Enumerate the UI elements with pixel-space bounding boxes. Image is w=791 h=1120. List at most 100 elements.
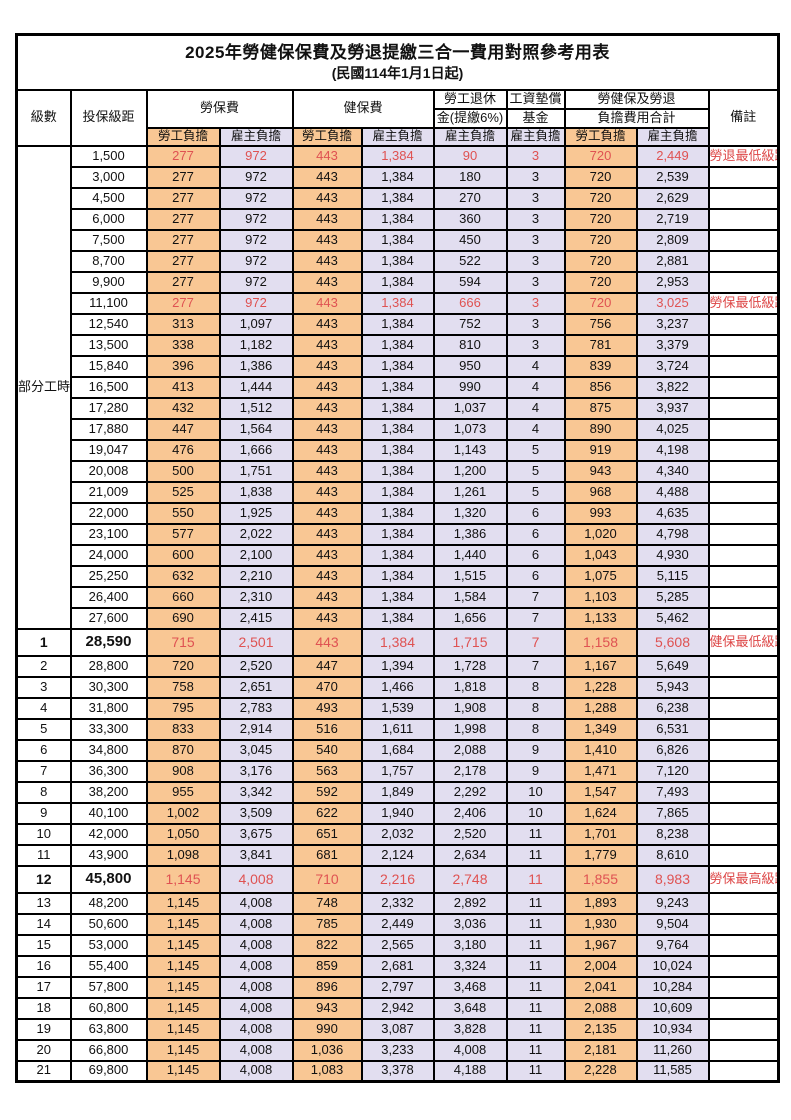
value-cell: 720 [563, 207, 638, 231]
table-row: 26,400 660 2,310 443 1,384 1,584 7 1,103 5,285 [17, 585, 780, 609]
note-cell [707, 165, 780, 189]
table-body: 部分工時1,5002779724431,3849037202,449勞退最低級距… [15, 144, 780, 1083]
value-cell: 5,943 [635, 675, 710, 699]
value-cell: 443 [291, 291, 363, 315]
value-cell: 1,384 [360, 375, 435, 399]
value-cell: 2,210 [218, 564, 294, 588]
value-cell: 592 [291, 780, 363, 804]
value-cell: 443 [291, 459, 363, 483]
value-cell: 1,384 [360, 501, 435, 525]
value-cell: 10 [505, 801, 566, 825]
value-cell: 1,145 [145, 975, 221, 999]
value-cell: 2,797 [360, 975, 435, 999]
note-cell [707, 933, 780, 957]
value-cell: 277 [145, 165, 221, 189]
value-cell: 9,243 [635, 891, 710, 915]
value-cell: 11 [505, 933, 566, 957]
value-cell: 5,115 [635, 564, 710, 588]
value-cell: 2,565 [360, 933, 435, 957]
subheader-labor-employer: 雇主負擔 [218, 126, 294, 147]
salary-bracket-cell: 50,600 [69, 912, 148, 936]
value-cell: 1,145 [145, 1059, 221, 1083]
value-cell: 4,008 [218, 891, 294, 915]
value-cell: 690 [145, 606, 221, 630]
value-cell: 752 [432, 312, 508, 336]
value-cell: 277 [145, 144, 221, 168]
value-cell: 1,133 [563, 606, 638, 630]
salary-bracket-cell: 53,000 [69, 933, 148, 957]
value-cell: 277 [145, 207, 221, 231]
table-row: 17 57,800 1,145 4,008 896 2,797 3,468 11 2,041 10… [15, 975, 780, 999]
value-cell: 972 [218, 186, 294, 210]
salary-bracket-cell: 27,600 [69, 606, 148, 630]
value-cell: 1,930 [563, 912, 638, 936]
header-pension-line1: 勞工退休 [432, 88, 508, 110]
value-cell: 896 [291, 975, 363, 999]
value-cell: 1,384 [360, 207, 435, 231]
value-cell: 11,260 [635, 1038, 710, 1062]
value-cell: 2,809 [635, 228, 710, 252]
value-cell: 1,143 [432, 438, 508, 462]
value-cell: 3,675 [218, 822, 294, 846]
value-cell: 10,609 [635, 996, 710, 1020]
subheader-labor-employee: 勞工負擔 [145, 126, 221, 147]
premium-reference-table: 2025年勞健保保費及勞退提繳三合一費用對照參考用表 (民國114年1月1日起)… [15, 33, 781, 1083]
value-cell: 1,075 [563, 564, 638, 588]
value-cell: 1,037 [432, 396, 508, 420]
value-cell: 833 [145, 717, 221, 741]
salary-bracket-cell: 36,300 [69, 759, 148, 783]
level-cell: 11 [15, 843, 72, 867]
value-cell: 2,178 [432, 759, 508, 783]
value-cell: 1,757 [360, 759, 435, 783]
value-cell: 972 [218, 207, 294, 231]
value-cell: 1,145 [145, 1038, 221, 1062]
level-cell: 7 [15, 759, 72, 783]
subheader-total-employee: 勞工負擔 [563, 126, 638, 147]
value-cell: 748 [291, 891, 363, 915]
value-cell: 338 [145, 333, 221, 357]
value-cell: 2,520 [218, 654, 294, 678]
subheader-fund-employer: 雇主負擔 [505, 126, 566, 147]
salary-bracket-cell: 28,800 [69, 654, 148, 678]
salary-bracket-cell: 45,800 [69, 864, 148, 894]
value-cell: 1,384 [360, 417, 435, 441]
salary-bracket-cell: 16,500 [69, 375, 148, 399]
value-cell: 1,158 [563, 627, 638, 657]
value-cell: 11 [505, 912, 566, 936]
value-cell: 3,233 [360, 1038, 435, 1062]
salary-bracket-cell: 34,800 [69, 738, 148, 762]
value-cell: 795 [145, 696, 221, 720]
value-cell: 4,008 [218, 996, 294, 1020]
value-cell: 11 [505, 1059, 566, 1083]
value-cell: 1,145 [145, 954, 221, 978]
level-cell: 18 [15, 996, 72, 1020]
value-cell: 5,285 [635, 585, 710, 609]
value-cell: 1,098 [145, 843, 221, 867]
table-row: 8 38,200 955 3,342 592 1,849 2,292 10 1,547 7,493 [15, 780, 780, 804]
value-cell: 7 [505, 627, 566, 657]
value-cell: 1,384 [360, 291, 435, 315]
value-cell: 3,379 [635, 333, 710, 357]
value-cell: 1,043 [563, 543, 638, 567]
level-cell: 13 [15, 891, 72, 915]
table-row: 21 69,800 1,145 4,008 1,083 3,378 4,188 11 2,228… [15, 1059, 780, 1083]
value-cell: 2,415 [218, 606, 294, 630]
value-cell: 1,666 [218, 438, 294, 462]
salary-bracket-cell: 9,900 [69, 270, 148, 294]
value-cell: 443 [291, 375, 363, 399]
value-cell: 972 [218, 165, 294, 189]
note-cell [707, 438, 780, 462]
note-cell [707, 975, 780, 999]
value-cell: 594 [432, 270, 508, 294]
salary-bracket-cell: 40,100 [69, 801, 148, 825]
value-cell: 2,520 [432, 822, 508, 846]
table-row: 21,009 525 1,838 443 1,384 1,261 5 968 4,488 [17, 480, 780, 504]
note-cell [707, 354, 780, 378]
salary-bracket-cell: 19,047 [69, 438, 148, 462]
value-cell: 7,120 [635, 759, 710, 783]
level-cell: 3 [15, 675, 72, 699]
value-cell: 4,008 [218, 1017, 294, 1041]
value-cell: 443 [291, 186, 363, 210]
value-cell: 1,466 [360, 675, 435, 699]
